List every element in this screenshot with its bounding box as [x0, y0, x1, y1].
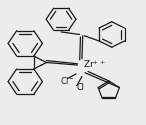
Text: Zr$^{++}$: Zr$^{++}$	[84, 58, 107, 70]
Text: Cl$^-$: Cl$^-$	[60, 75, 75, 86]
Text: Cl: Cl	[77, 83, 85, 92]
